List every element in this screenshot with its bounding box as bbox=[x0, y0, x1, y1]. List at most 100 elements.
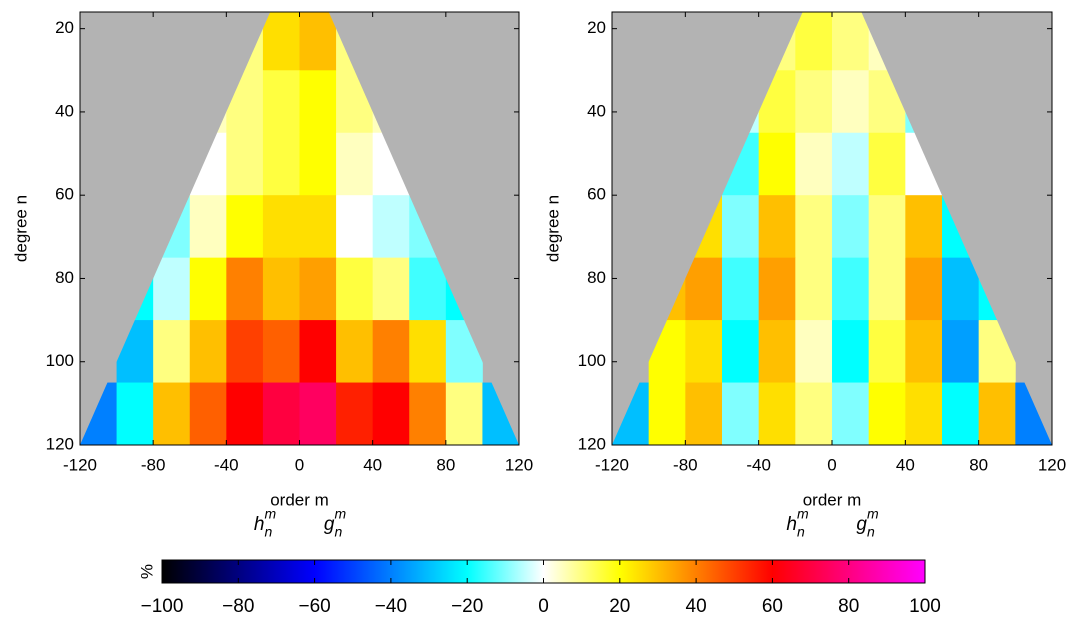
cell bbox=[409, 257, 447, 321]
cell bbox=[905, 257, 943, 321]
cell bbox=[336, 195, 374, 259]
cell bbox=[153, 382, 191, 445]
cell bbox=[262, 382, 300, 445]
y-tick-label: 20 bbox=[55, 18, 74, 37]
coefficient-sup: m bbox=[797, 506, 809, 522]
cell bbox=[336, 132, 374, 196]
cell bbox=[868, 257, 906, 321]
cell bbox=[153, 320, 191, 383]
x-tick-label: -80 bbox=[673, 455, 698, 474]
cell bbox=[832, 382, 870, 445]
cell bbox=[262, 257, 300, 321]
cell bbox=[226, 320, 264, 383]
coefficient-sup: m bbox=[265, 506, 277, 522]
y-tick-label: 40 bbox=[587, 101, 606, 120]
cell bbox=[262, 12, 300, 71]
colorbar-label: % bbox=[137, 564, 156, 579]
cell bbox=[758, 382, 796, 445]
x-tick-label: 80 bbox=[436, 455, 455, 474]
colorbar-tick-label: −40 bbox=[375, 596, 407, 617]
cell bbox=[648, 382, 686, 445]
x-tick-label: 80 bbox=[969, 455, 988, 474]
x-tick-label: 120 bbox=[505, 455, 533, 474]
coefficient-sub: n bbox=[867, 524, 875, 540]
cell bbox=[832, 132, 870, 196]
coefficient-sub: n bbox=[797, 524, 805, 540]
cell bbox=[189, 257, 227, 321]
cell bbox=[299, 132, 337, 196]
y-tick-label: 80 bbox=[55, 268, 74, 287]
cell bbox=[299, 70, 337, 134]
coefficient-sub: n bbox=[265, 524, 273, 540]
x-tick-label: 40 bbox=[363, 455, 382, 474]
cell bbox=[262, 320, 300, 383]
cell bbox=[795, 382, 833, 445]
cell bbox=[942, 382, 980, 445]
cell bbox=[722, 195, 760, 259]
coefficient-label: h bbox=[786, 514, 797, 535]
colorbar-tick-label: −20 bbox=[451, 596, 483, 617]
cell bbox=[758, 132, 796, 196]
colorbar-tick-label: 100 bbox=[909, 596, 941, 617]
cell bbox=[832, 320, 870, 383]
y-tick-label: 60 bbox=[587, 185, 606, 204]
cell bbox=[189, 320, 227, 383]
cell bbox=[795, 132, 833, 196]
coefficient-sup: m bbox=[867, 506, 879, 522]
cell bbox=[409, 320, 447, 383]
cell bbox=[336, 382, 374, 445]
coefficient-label: h bbox=[254, 514, 265, 535]
cell bbox=[262, 70, 300, 134]
heatmap-cells bbox=[612, 12, 1052, 445]
cell bbox=[226, 195, 264, 259]
x-tick-label: -80 bbox=[141, 455, 166, 474]
cell bbox=[832, 195, 870, 259]
x-tick-label: -120 bbox=[595, 455, 629, 474]
cell bbox=[226, 382, 264, 445]
y-tick-label: 100 bbox=[578, 351, 606, 370]
cell bbox=[299, 257, 337, 321]
colorbar-tick-label: −80 bbox=[222, 596, 254, 617]
x-tick-label: 0 bbox=[827, 455, 836, 474]
colorbar-tick-label: 0 bbox=[538, 596, 549, 617]
colorbar-tick-label: −100 bbox=[141, 596, 184, 617]
cell bbox=[685, 257, 723, 321]
cell bbox=[905, 382, 943, 445]
x-tick-label: -40 bbox=[746, 455, 771, 474]
cell bbox=[832, 70, 870, 134]
cell bbox=[868, 195, 906, 259]
cell bbox=[685, 382, 723, 445]
cell bbox=[942, 257, 980, 321]
x-tick-label: 40 bbox=[896, 455, 915, 474]
cell bbox=[372, 320, 410, 383]
colorbar-tick-label: 40 bbox=[686, 596, 707, 617]
cell bbox=[299, 195, 337, 259]
cell bbox=[795, 257, 833, 321]
y-tick-label: 40 bbox=[55, 101, 74, 120]
coefficient-sub: n bbox=[335, 524, 343, 540]
y-axis-label: degree n bbox=[543, 195, 562, 262]
y-tick-label: 60 bbox=[55, 185, 74, 204]
colorbar-tick-label: 80 bbox=[838, 596, 859, 617]
cell bbox=[226, 257, 264, 321]
coefficient-sup: m bbox=[335, 506, 347, 522]
cell bbox=[116, 382, 154, 445]
cell bbox=[795, 70, 833, 134]
x-axis-label: order m bbox=[803, 490, 862, 509]
cell bbox=[299, 320, 337, 383]
cell bbox=[153, 257, 191, 321]
coefficient-label: g bbox=[324, 514, 335, 535]
colorbar-tick-label: 60 bbox=[762, 596, 783, 617]
cell bbox=[722, 382, 760, 445]
cell bbox=[445, 382, 483, 445]
y-tick-label: 100 bbox=[46, 351, 74, 370]
cell bbox=[262, 195, 300, 259]
cell bbox=[336, 257, 374, 321]
cell bbox=[409, 382, 447, 445]
cell bbox=[978, 382, 1016, 445]
cell bbox=[262, 132, 300, 196]
colorbar-tick-label: 20 bbox=[609, 596, 630, 617]
y-tick-label: 20 bbox=[587, 18, 606, 37]
colorbar-tick-label: −60 bbox=[298, 596, 330, 617]
cell bbox=[299, 12, 337, 71]
